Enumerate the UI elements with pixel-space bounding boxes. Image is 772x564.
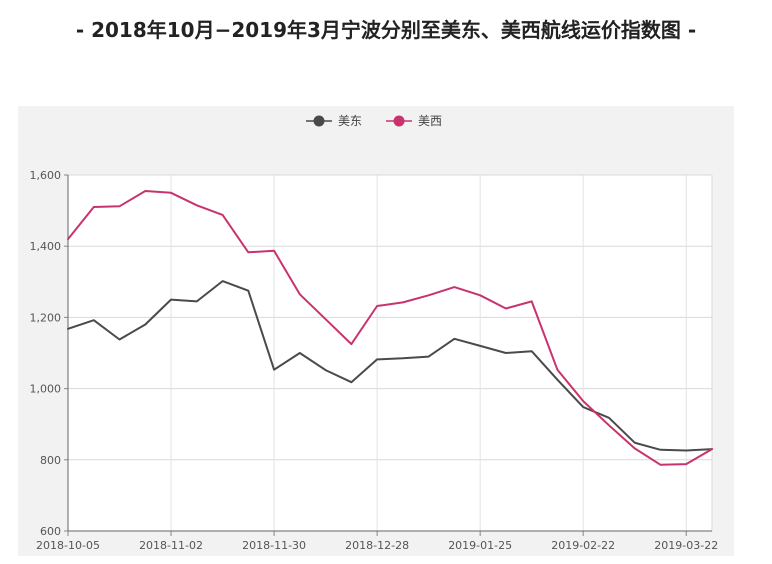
- x-tick-label: 2018-10-05: [36, 539, 100, 552]
- x-tick-label: 2018-12-28: [345, 539, 409, 552]
- plot-area: [68, 175, 712, 531]
- chart-title: - 2018年10月−2019年3月宁波分别至美东、美西航线运价指数图 -: [75, 18, 697, 42]
- legend-label: 美西: [418, 114, 442, 128]
- y-tick-label: 1,400: [30, 240, 62, 253]
- legend-marker: [313, 115, 325, 127]
- x-tick-label: 2019-02-22: [551, 539, 615, 552]
- y-tick-label: 800: [40, 454, 61, 467]
- line-chart: 600 800 1,000 1,200 1,400 1,600 2018-10-05 2018…: [30, 114, 719, 552]
- y-tick-label: 1,200: [30, 311, 62, 324]
- x-tick-label: 2018-11-30: [242, 539, 306, 552]
- x-tick-label: 2019-03-22: [654, 539, 718, 552]
- y-tick-label: 1,600: [30, 169, 62, 182]
- series-line-us-east: [67, 280, 713, 452]
- chart-panel: 600 800 1,000 1,200 1,400 1,600 2018-10-05 2018…: [18, 106, 734, 556]
- series-line-us-west: [67, 190, 713, 466]
- x-tick-label: 2018-11-02: [139, 539, 203, 552]
- y-tick-label: 600: [40, 525, 61, 538]
- y-tick-label: 1,000: [30, 383, 62, 396]
- legend-marker: [393, 115, 405, 127]
- legend-label: 美东: [338, 114, 362, 128]
- x-tick-label: 2019-01-25: [448, 539, 512, 552]
